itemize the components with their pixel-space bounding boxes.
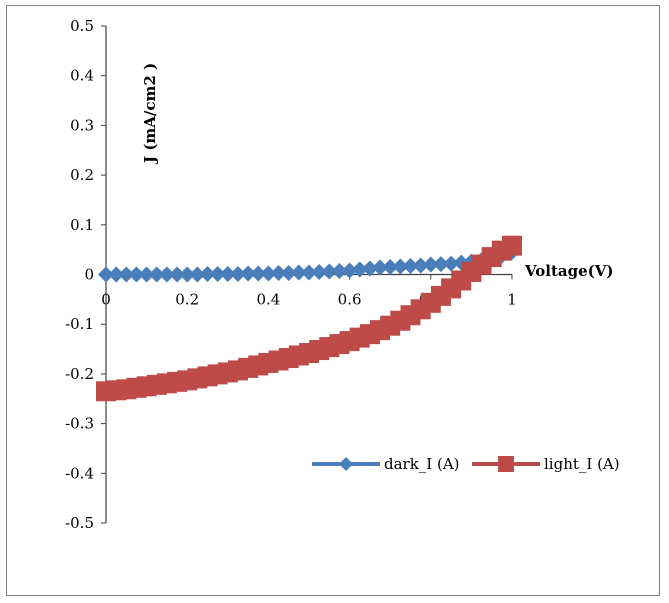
data-point [432,256,449,273]
data-point [189,266,206,283]
data-point [321,263,338,280]
x-tick-label: 0.6 [338,291,362,309]
data-point [229,266,246,283]
y-tick-label: -0.2 [65,365,94,383]
data-point [118,266,135,283]
data-point [301,264,317,281]
data-point [392,258,409,275]
data-point [199,266,216,283]
legend-label: light_I (A) [544,455,620,473]
data-point [331,263,348,280]
data-point [412,257,429,274]
data-point [179,266,196,283]
data-point [260,265,277,282]
y-tick-label: -0.5 [65,514,94,532]
chart-marks [96,235,522,402]
x-tick-label: 0.2 [175,291,199,309]
x-tick-label: 0 [101,291,111,309]
data-point [290,264,307,281]
y-tick-label: -0.4 [65,464,94,482]
data-point [311,264,328,281]
chart-frame: 0.5 0.4 0.3 0.2 0.1 0 -0.1 -0.2 -0.3 -0.4 -0.5 0 0.2… [6,5,660,596]
y-tick-label: 0.5 [70,17,94,35]
data-point [270,265,287,282]
data-point [422,256,439,273]
y-tick-label: 0 [84,266,94,284]
data-point [280,265,297,282]
legend-marker [339,457,353,471]
chart-svg: 0.5 0.4 0.3 0.2 0.1 0 -0.1 -0.2 -0.3 -0.4 -0.5 0 0.2… [65,17,620,532]
x-tick-label: 0.4 [256,291,280,309]
chart-legend: dark_I (A) light_I (A) [312,455,620,473]
y-tick-label: 0.4 [70,67,94,85]
data-point [240,265,257,282]
data-point [361,260,378,277]
data-point [108,266,125,283]
data-point [351,261,368,278]
legend-item-1: light_I (A) [472,455,620,473]
data-point [502,235,522,256]
y-tick-label: 0.2 [70,166,94,184]
data-point [402,258,419,275]
data-point [341,262,358,279]
data-point [382,259,399,276]
data-point [158,266,175,283]
data-point [219,266,236,283]
data-point [98,266,114,283]
x-axis-title: Voltage(V) [524,262,613,280]
series-1 [96,235,522,402]
legend-marker [498,456,514,472]
data-point [148,266,165,283]
data-point [250,265,267,282]
data-point [209,266,226,283]
y-axis-title: J (mA/cm2 ) [141,63,159,165]
legend-item-0: dark_I (A) [312,455,460,473]
legend-label: dark_I (A) [384,455,460,473]
data-point [138,266,155,283]
y-tick-label: 0.3 [70,116,94,134]
data-point [372,259,389,276]
y-tick-label: 0.1 [70,216,94,234]
data-point [169,266,186,283]
y-tick-label: -0.1 [65,315,94,333]
data-point [443,255,460,272]
x-tick-label: 1 [507,291,517,309]
y-tick-label: -0.3 [65,415,94,433]
data-point [128,266,145,283]
